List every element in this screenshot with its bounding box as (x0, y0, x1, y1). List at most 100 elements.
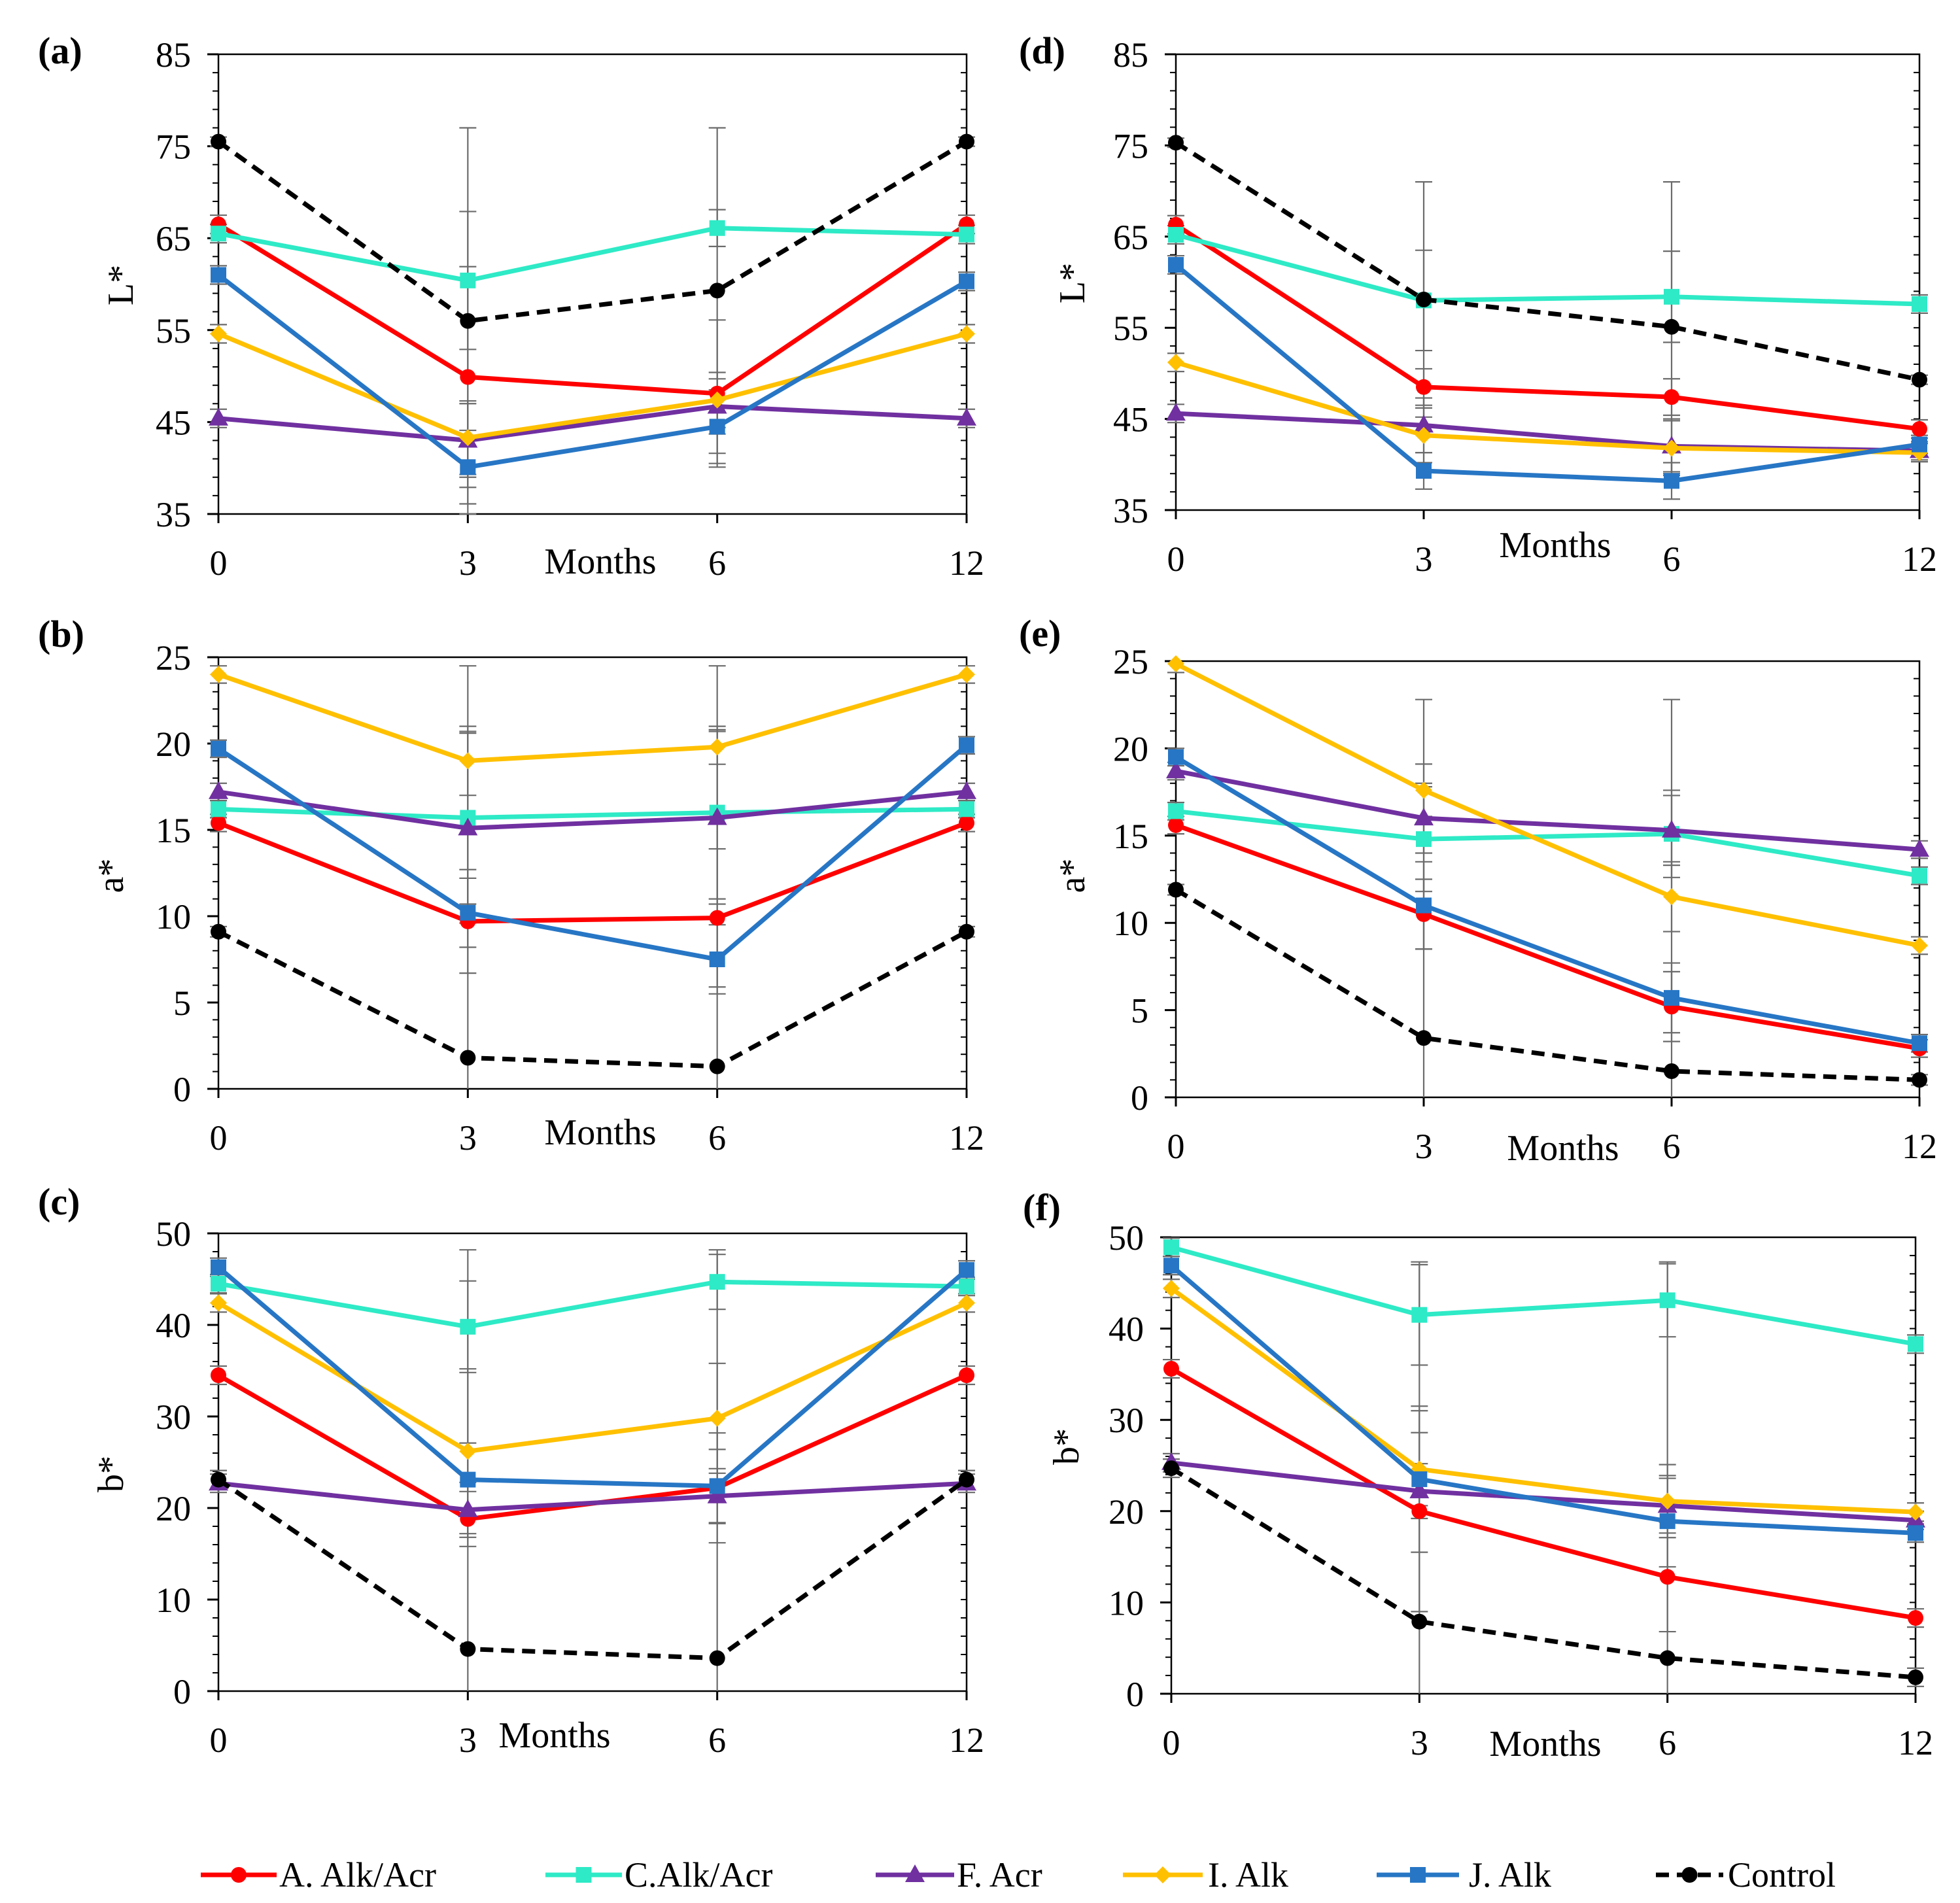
data-point (959, 815, 974, 831)
data-point (1416, 463, 1432, 479)
data-point (1664, 1063, 1679, 1079)
x-tick-label: 12 (949, 1118, 984, 1157)
y-tick-label: 0 (1131, 1078, 1148, 1118)
series-control (211, 923, 974, 1074)
x-tick-label: 6 (708, 1118, 726, 1157)
series-control (1163, 1460, 1923, 1685)
chart-panel-d: 35 45 55 65 75 85 0 3 6 12 Months L* (d) (1019, 29, 1937, 579)
series-i-alk (1167, 655, 1928, 954)
x-tick-label: 6 (708, 543, 726, 583)
data-point (959, 737, 974, 753)
y-tick-label: 10 (1113, 904, 1148, 943)
data-point (211, 740, 226, 757)
series-line (1175, 141, 1920, 383)
x-tick-label: 6 (708, 1721, 726, 1760)
series-line (1171, 1244, 1916, 1346)
data-point (708, 1409, 726, 1427)
data-point (1414, 808, 1434, 826)
panel-label: (d) (1019, 29, 1065, 72)
data-point (1167, 655, 1184, 673)
data-point (1912, 436, 1927, 453)
series-line (1175, 823, 1920, 1051)
series-line (1174, 263, 1920, 483)
data-point (1168, 817, 1184, 833)
legend-marker (905, 1864, 925, 1882)
data-point (1664, 989, 1679, 1006)
series-j-alk (211, 267, 974, 475)
panel-label: (a) (38, 29, 82, 72)
data-point (1907, 1503, 1924, 1521)
legend-label: Control (1728, 1855, 1836, 1894)
series-line (1175, 755, 1920, 1046)
data-point (958, 666, 975, 683)
legend-item-control: Control (1656, 1855, 1836, 1894)
data-point (1659, 1513, 1676, 1530)
x-tick-label: 0 (1163, 1723, 1180, 1762)
data-point (1659, 1492, 1676, 1510)
series-c-alk-acr (1163, 1239, 1923, 1352)
data-point (709, 283, 725, 299)
data-point (957, 781, 976, 799)
data-point (1411, 1307, 1428, 1323)
data-point (1168, 749, 1184, 765)
y-tick-label: 0 (1126, 1675, 1144, 1714)
data-point (1163, 1460, 1179, 1477)
data-point (1168, 135, 1184, 151)
data-point (460, 1641, 476, 1657)
chart-panel-e: 0 5 10 15 20 25 0 3 6 12 Months a* (e) (1019, 612, 1937, 1169)
legend-label: C.Alk/Acr (625, 1855, 772, 1894)
x-tick-label: 3 (1415, 1127, 1433, 1166)
data-point (959, 1262, 974, 1278)
data-point (1659, 1569, 1676, 1585)
x-tick-label: 3 (1411, 1723, 1428, 1762)
series-line (1175, 360, 1920, 455)
data-point (459, 752, 477, 770)
data-point (1663, 888, 1680, 906)
legend-marker (231, 1867, 247, 1883)
x-axis-label: Months (1499, 525, 1611, 566)
x-axis-label: Months (544, 1112, 656, 1153)
legend: A. Alk/Acr C.Alk/Acr F. Acr I. Alk J. Alk Con… (201, 1855, 1836, 1894)
y-tick-label: 45 (1113, 400, 1148, 439)
y-axis-label: b* (91, 1456, 131, 1492)
legend-label: F. Acr (957, 1855, 1042, 1894)
y-tick-label: 35 (1113, 491, 1148, 530)
y-tick-label: 20 (1109, 1492, 1144, 1532)
series-line (218, 789, 967, 831)
data-point (709, 910, 725, 926)
legend-item-c-alk-acr: C.Alk/Acr (545, 1855, 772, 1894)
data-point (959, 1367, 974, 1383)
data-point (458, 817, 478, 836)
legend-item-f-acr: F. Acr (876, 1855, 1042, 1894)
data-point (1664, 473, 1679, 489)
y-axis-label: a* (1052, 859, 1093, 893)
legend-label: A. Alk/Acr (279, 1855, 436, 1894)
legend-label: I. Alk (1208, 1855, 1288, 1894)
data-point (211, 1276, 226, 1292)
data-point (707, 1485, 727, 1503)
data-point (1409, 1481, 1430, 1499)
y-tick-label: 20 (1113, 729, 1148, 768)
legend-item-j-alk: J. Alk (1377, 1855, 1551, 1894)
series-c-alk-acr (211, 220, 974, 288)
series-line (216, 273, 968, 470)
data-point (460, 1318, 476, 1335)
data-point (1908, 1610, 1923, 1626)
y-tick-label: 55 (156, 311, 191, 351)
data-point (1416, 379, 1432, 395)
data-point (1411, 1503, 1428, 1519)
y-tick-label: 10 (1109, 1583, 1144, 1622)
data-point (1416, 1030, 1432, 1046)
x-tick-label: 0 (210, 543, 228, 583)
series-line (217, 743, 969, 962)
data-point (959, 801, 974, 817)
panel-label: (c) (38, 1180, 80, 1223)
data-point (211, 226, 226, 242)
data-point (210, 666, 227, 683)
x-tick-label: 0 (210, 1721, 228, 1760)
y-tick-label: 25 (156, 638, 191, 677)
x-tick-label: 6 (1663, 540, 1681, 579)
plot-frame (1175, 53, 1921, 511)
data-point (1908, 1669, 1923, 1685)
data-point (1659, 1292, 1676, 1309)
